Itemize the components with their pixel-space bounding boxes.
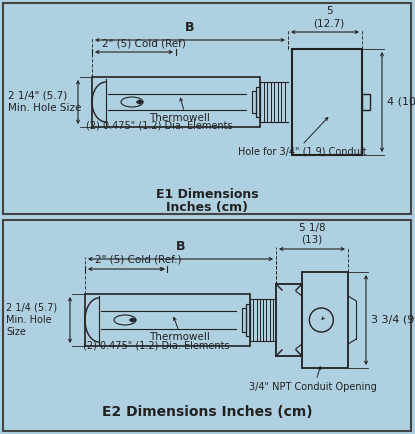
Text: 5 1/8
(13): 5 1/8 (13): [299, 224, 325, 245]
Text: Thermowell: Thermowell: [149, 113, 210, 123]
Text: 2" (5) Cold (Ref): 2" (5) Cold (Ref): [102, 38, 186, 48]
Text: Thermowell: Thermowell: [149, 332, 210, 342]
Text: 2 1/4 (5.7)
Min. Hole
Size: 2 1/4 (5.7) Min. Hole Size: [6, 302, 57, 337]
Text: 2 1/4" (5.7)
Min. Hole Size: 2 1/4" (5.7) Min. Hole Size: [8, 91, 81, 113]
Bar: [362, 94, 370, 110]
Bar: [85, 294, 250, 346]
Text: Hole for 3/4" (1.9) Conduit: Hole for 3/4" (1.9) Conduit: [238, 147, 366, 157]
Text: (2) 0.475" (1.2) Dia. Elements: (2) 0.475" (1.2) Dia. Elements: [86, 121, 232, 131]
Text: Inches (cm): Inches (cm): [166, 201, 248, 214]
Bar: [246, 304, 250, 336]
Bar: [292, 49, 362, 155]
Text: B: B: [185, 21, 195, 34]
Bar: [276, 284, 302, 356]
FancyArrow shape: [137, 100, 143, 104]
FancyArrow shape: [130, 318, 136, 322]
Text: (2) 0.475" (1.2) Dia. Elements: (2) 0.475" (1.2) Dia. Elements: [83, 341, 229, 351]
Text: E1 Dimensions: E1 Dimensions: [156, 188, 258, 201]
Bar: [302, 272, 348, 368]
Text: 3 3/4 (9.5): 3 3/4 (9.5): [371, 315, 415, 325]
Text: 3/4" NPT Conduit Opening: 3/4" NPT Conduit Opening: [249, 382, 377, 392]
Bar: [252, 91, 256, 113]
Text: E2 Dimensions Inches (cm): E2 Dimensions Inches (cm): [102, 405, 312, 419]
Text: B: B: [176, 240, 185, 253]
Text: 2" (5) Cold (Ref.): 2" (5) Cold (Ref.): [95, 255, 181, 265]
Bar: [256, 87, 260, 117]
Text: 4 (10): 4 (10): [387, 97, 415, 107]
Bar: [242, 308, 246, 332]
Bar: [92, 77, 260, 127]
Text: 5
(12.7): 5 (12.7): [313, 7, 344, 28]
